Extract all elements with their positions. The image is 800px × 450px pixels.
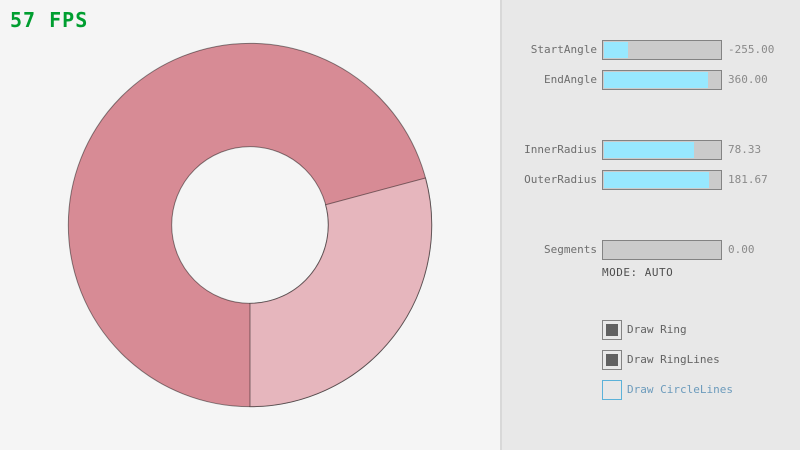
ring-shape [67, 42, 433, 408]
innerradius-label: InnerRadius [524, 143, 597, 156]
segments-row: Segments 0.00 [502, 240, 800, 260]
startangle-row: StartAngle -255.00 [502, 40, 800, 60]
innerradius-row: InnerRadius 78.33 [502, 140, 800, 160]
endangle-value: 360.00 [728, 73, 768, 86]
segments-label: Segments [544, 243, 597, 256]
innerradius-slider[interactable] [602, 140, 722, 160]
draw-ring-label[interactable]: Draw Ring [627, 323, 687, 336]
fps-counter: 57 FPS [10, 8, 89, 32]
endangle-label: EndAngle [544, 73, 597, 86]
segments-value: 0.00 [728, 243, 755, 256]
endangle-row: EndAngle 360.00 [502, 70, 800, 90]
startangle-label: StartAngle [530, 43, 597, 56]
startangle-slider-fill [604, 42, 628, 58]
startangle-slider[interactable] [602, 40, 722, 60]
outerradius-label: OuterRadius [524, 173, 597, 186]
endangle-slider[interactable] [602, 70, 722, 90]
ring-single-layer-region [249, 177, 433, 408]
endangle-slider-fill [604, 72, 709, 88]
draw-circlelines-checkbox[interactable] [602, 380, 622, 400]
outerradius-slider-fill [604, 172, 710, 188]
segments-mode-text: MODE: AUTO [602, 266, 674, 279]
outerradius-row: OuterRadius 181.67 [502, 170, 800, 190]
draw-circlelines-row: Draw CircleLines [502, 380, 800, 400]
draw-ring-row: Draw Ring [502, 320, 800, 340]
draw-ringlines-label[interactable]: Draw RingLines [627, 353, 720, 366]
draw-ringlines-checkbox[interactable] [602, 350, 622, 370]
outerradius-slider[interactable] [602, 170, 722, 190]
segments-slider[interactable] [602, 240, 722, 260]
innerradius-slider-fill [604, 142, 695, 158]
draw-ring-checkbox[interactable] [602, 320, 622, 340]
outerradius-value: 181.67 [728, 173, 768, 186]
draw-ringlines-row: Draw RingLines [502, 350, 800, 370]
innerradius-value: 78.33 [728, 143, 762, 156]
controls-panel: StartAngle -255.00 EndAngle 360.00 Inner… [500, 0, 800, 450]
draw-circlelines-label[interactable]: Draw CircleLines [627, 383, 733, 396]
startangle-value: -255.00 [728, 43, 775, 56]
